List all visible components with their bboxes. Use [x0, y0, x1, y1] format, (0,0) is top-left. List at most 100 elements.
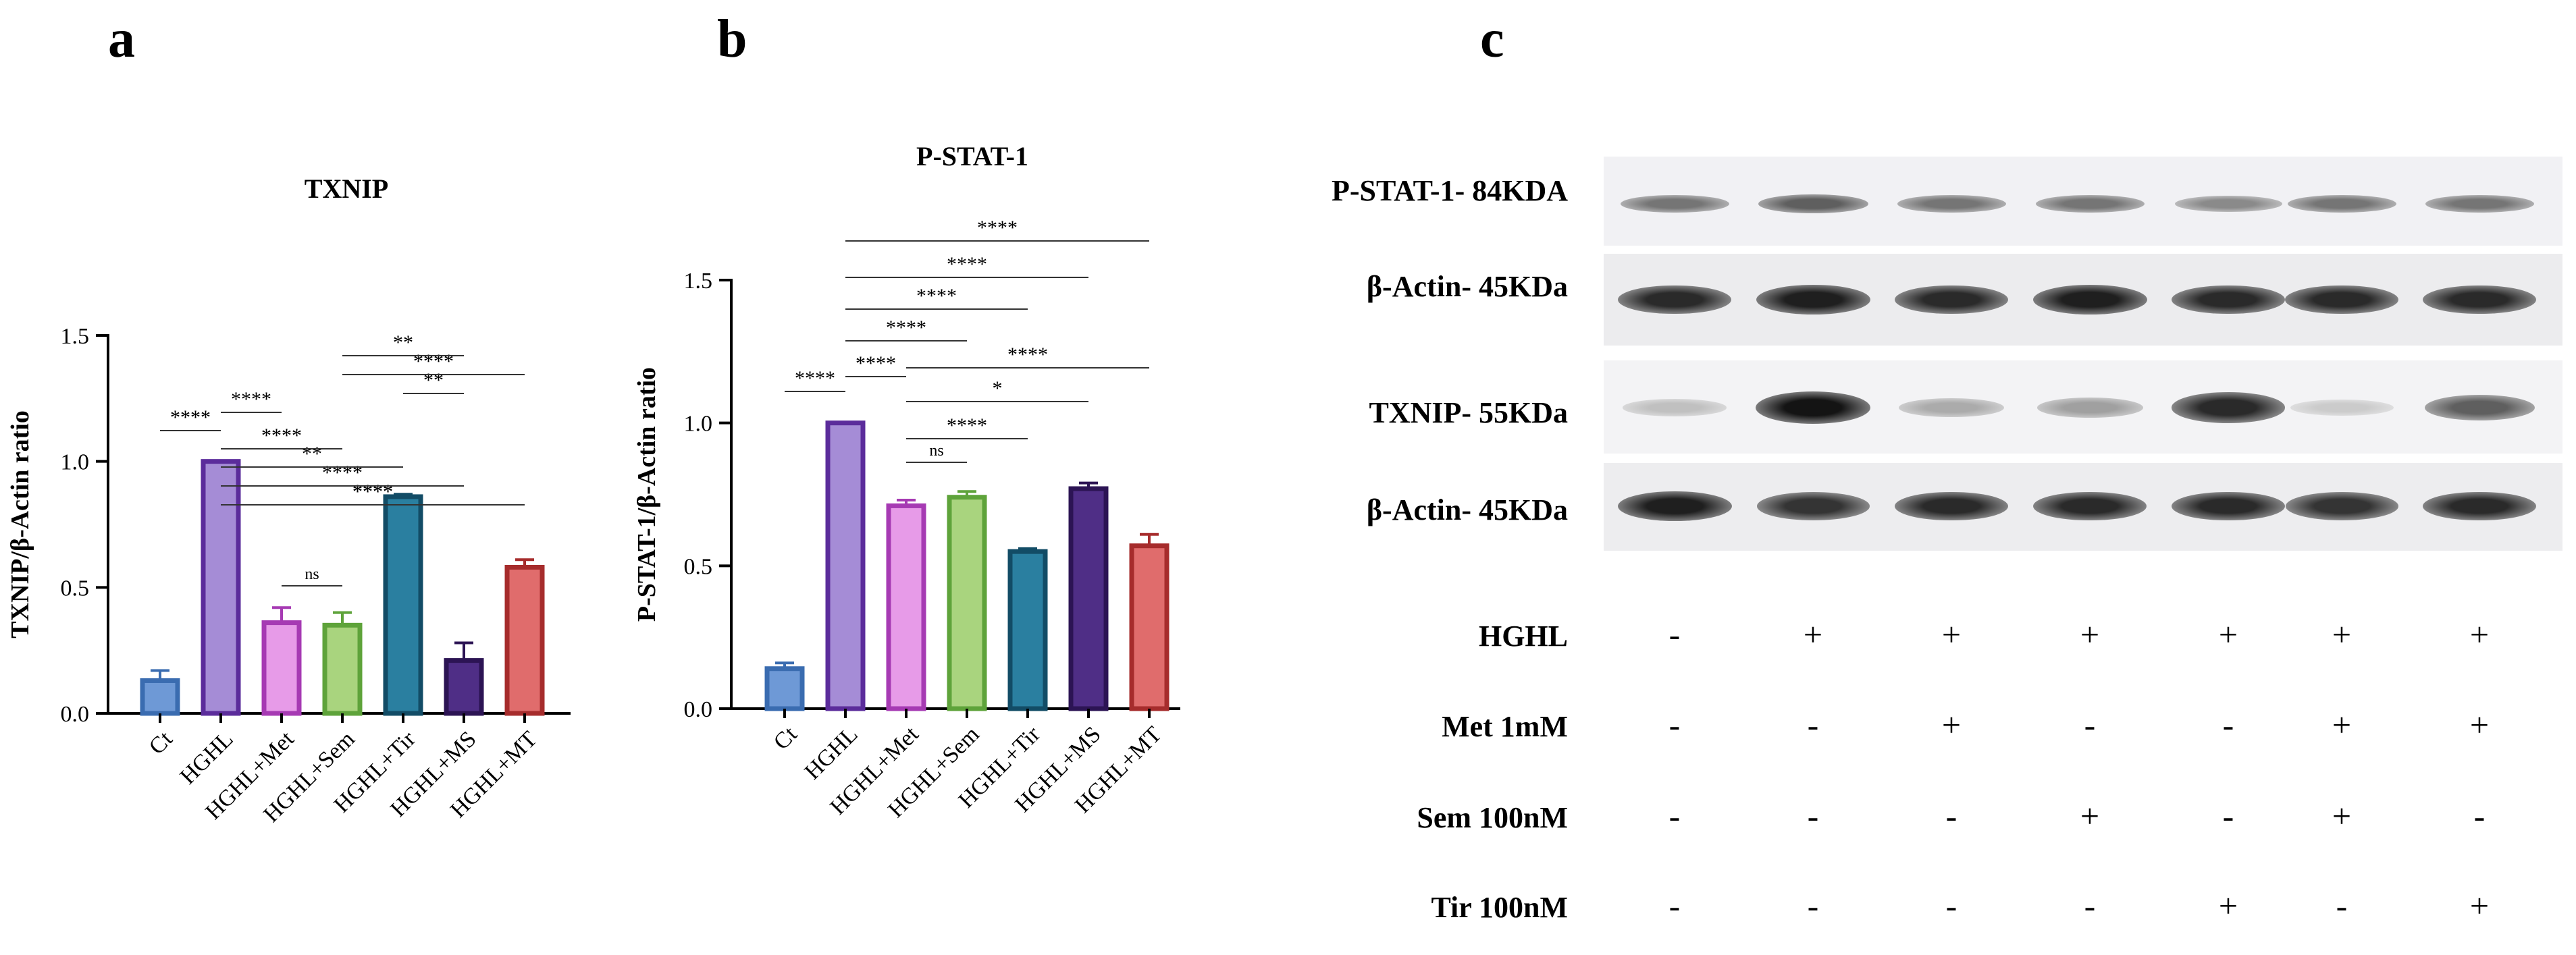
bar — [764, 666, 805, 711]
y-axis-label: TXNIP/β-Actin ratio — [6, 410, 34, 638]
significance-label: **** — [231, 388, 271, 410]
bar — [140, 678, 180, 716]
significance-label: ** — [423, 369, 444, 391]
condition-mark: + — [1803, 616, 1823, 653]
blot-row-label: β-Actin- 45KDa — [1366, 493, 1568, 526]
significance-label: **** — [413, 350, 454, 373]
y-tick-label: 1.5 — [61, 324, 90, 349]
condition-mark: - — [2473, 797, 2486, 835]
condition-mark: - — [1945, 887, 1957, 925]
bar — [1129, 543, 1169, 711]
blot-band — [2032, 284, 2147, 315]
condition-mark: + — [1941, 616, 1962, 653]
blot-band — [1756, 492, 1870, 520]
y-tick-label: 0.0 — [61, 702, 90, 727]
bar — [886, 503, 926, 711]
y-tick-label: 1.0 — [61, 450, 90, 475]
significance-label: **** — [170, 406, 211, 429]
y-axis-label: P-STAT-1/β-Actin ratio — [633, 367, 661, 622]
chart-title: P-STAT-1 — [916, 141, 1028, 171]
significance-label: **** — [352, 481, 393, 503]
blot-band — [2425, 194, 2534, 213]
blot-band — [1758, 194, 1868, 214]
condition-mark: - — [2336, 887, 2348, 925]
panel-letter-c: c — [1480, 9, 1504, 69]
significance-label: ** — [302, 443, 322, 465]
significance-label: ns — [305, 566, 319, 583]
blot-band — [2033, 491, 2147, 521]
blot-band — [1756, 391, 1870, 424]
blot-band — [2172, 392, 2285, 423]
condition-label: Sem 100nM — [1417, 801, 1568, 834]
condition-mark: + — [2218, 616, 2238, 653]
blot-band — [2290, 399, 2394, 416]
blot-band — [1897, 194, 2006, 213]
blot-band — [2172, 285, 2285, 315]
significance-label: **** — [947, 414, 987, 437]
significance-label: **** — [1007, 344, 1048, 366]
bar — [947, 495, 987, 711]
bar — [1007, 549, 1048, 711]
condition-mark: + — [2469, 706, 2490, 744]
significance-label: **** — [977, 217, 1018, 239]
blot-strip — [1604, 254, 2562, 346]
blot-strip — [1604, 157, 2562, 246]
blot-band — [2287, 194, 2396, 213]
bar — [825, 420, 866, 711]
condition-mark: + — [2332, 706, 2352, 744]
blot-band — [1623, 399, 1727, 416]
condition-mark: - — [2084, 887, 2096, 925]
blot-row-label: P-STAT-1- 84KDA — [1332, 174, 1568, 207]
condition-mark: + — [1941, 706, 1962, 744]
blot-band — [2423, 285, 2536, 315]
condition-mark: + — [2469, 616, 2490, 653]
blot-band — [2036, 398, 2143, 418]
condition-mark: + — [2332, 616, 2352, 653]
blot-band — [2285, 285, 2398, 315]
y-tick-label: 0.0 — [684, 697, 713, 722]
y-tick-label: 0.5 — [61, 576, 90, 601]
blot-band — [1756, 284, 1870, 315]
condition-mark: - — [1668, 887, 1681, 925]
blot-band — [2174, 195, 2282, 213]
significance-label: **** — [261, 425, 302, 447]
blot-band — [1895, 285, 2008, 315]
blot-band — [1895, 491, 2008, 521]
significance-label: **** — [322, 462, 363, 484]
significance-label: **** — [795, 367, 835, 389]
significance-label: * — [993, 377, 1003, 400]
condition-mark: + — [2469, 887, 2490, 925]
condition-mark: - — [1668, 616, 1681, 653]
condition-mark: - — [1807, 887, 1819, 925]
blot-band — [2424, 394, 2535, 421]
bar — [504, 564, 545, 716]
condition-label: Tir 100nM — [1431, 891, 1568, 924]
bar — [1068, 486, 1109, 711]
significance-label: **** — [916, 285, 957, 307]
y-tick-label: 0.5 — [684, 554, 713, 579]
blot-band — [2172, 491, 2285, 521]
condition-mark: - — [1945, 797, 1957, 835]
condition-mark: - — [1668, 706, 1681, 744]
condition-mark: - — [1807, 706, 1819, 744]
condition-mark: + — [2080, 616, 2100, 653]
blot-band — [2285, 492, 2398, 520]
blot-band — [1618, 285, 1731, 315]
significance-label: **** — [886, 317, 926, 339]
blot-band — [2423, 491, 2536, 521]
blot-row-label: β-Actin- 45KDa — [1366, 270, 1568, 303]
significance-label: ns — [929, 442, 943, 460]
condition-mark: - — [2222, 797, 2234, 835]
blot-strip — [1604, 463, 2562, 551]
condition-mark: - — [1807, 797, 1819, 835]
significance-label: ** — [393, 331, 413, 354]
y-tick-label: 1.0 — [684, 412, 713, 437]
x-tick-label: Ct — [769, 721, 802, 755]
blot-row-label: TXNIP- 55KDa — [1369, 396, 1568, 429]
significance-label: **** — [856, 352, 896, 375]
blot-band — [2035, 194, 2145, 213]
condition-mark: + — [2218, 887, 2238, 925]
y-tick-label: 1.5 — [684, 269, 713, 294]
condition-mark: + — [2332, 797, 2352, 835]
